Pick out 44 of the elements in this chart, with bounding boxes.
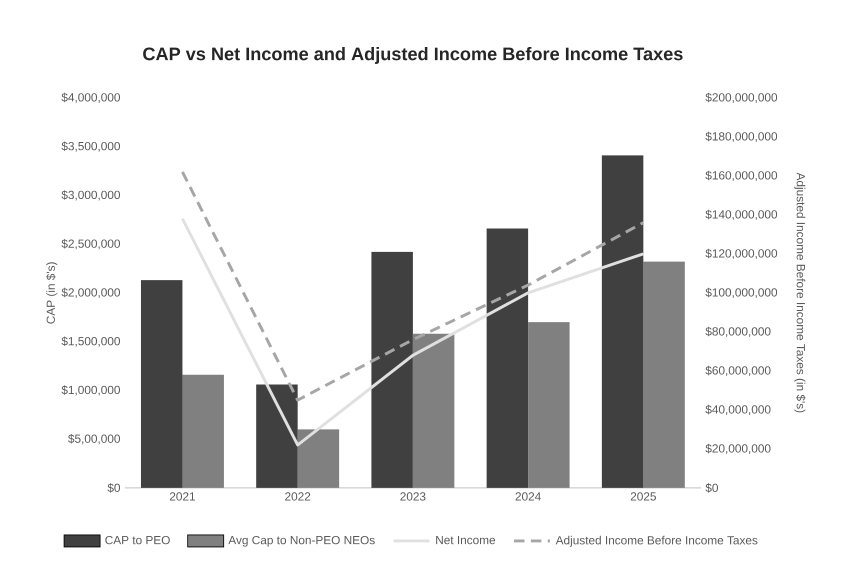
- x-tick-label: 2021: [170, 492, 195, 501]
- y-axis-title: CAP (in $'s): [46, 262, 58, 324]
- y2-tick-label: $160,000,000: [705, 170, 778, 181]
- bar: [528, 322, 570, 488]
- x-tick-label: 2024: [516, 492, 541, 501]
- legend-label: Adjusted Income Before Income Taxes: [556, 536, 758, 547]
- x-tick-label: 2023: [400, 492, 426, 501]
- y2-axis-title: Adjusted Income Before Income Taxes (in $'s): [794, 172, 806, 412]
- y-tick-label: $5,00,000: [68, 434, 120, 444]
- bar: [140, 280, 182, 488]
- line-series: [180, 217, 645, 447]
- bar: [602, 155, 644, 488]
- line-series: [180, 170, 645, 402]
- x-tick-label: 2022: [285, 492, 310, 501]
- y2-tick-label: $180,000,000: [705, 132, 778, 142]
- y2-tick-label: $100,000,000: [705, 288, 778, 298]
- y-tick-label: $3,500,000: [61, 141, 120, 152]
- legend-label: Net Income: [436, 536, 496, 544]
- bar: [412, 334, 454, 488]
- y2-tick-label: $20,000,000: [705, 444, 771, 454]
- y-tick-label: $3,000,000: [61, 190, 120, 201]
- y-tick-label: $0: [107, 483, 120, 493]
- bar: [643, 262, 685, 488]
- y-tick-label: $1,000,000: [61, 385, 120, 396]
- chart-title: CAP vs Net Income and Adjusted Income Before Income Taxes: [143, 47, 683, 64]
- y2-tick-label: $80,000,000: [705, 326, 771, 338]
- legend-label: CAP to PEO: [105, 536, 170, 544]
- bar: [371, 252, 413, 488]
- y2-tick-label: $40,000,000: [705, 404, 771, 416]
- y2-tick-label: $120,000,000: [705, 248, 778, 260]
- y-tick-label: $4,000,000: [61, 92, 120, 103]
- y-tick-label: $2,500,000: [61, 239, 120, 250]
- bar: [486, 228, 528, 488]
- y2-tick-label: $140,000,000: [705, 210, 778, 220]
- y2-tick-label: $60,000,000: [705, 366, 771, 376]
- y2-tick-label: $200,000,000: [705, 92, 778, 103]
- y2-tick-label: $0: [705, 483, 718, 493]
- legend-label: Avg Cap to Non-PEO NEOs: [228, 536, 375, 547]
- bar: [182, 374, 224, 488]
- y-tick-label: $1,500,000: [61, 336, 120, 347]
- y-tick-label: $2,000,000: [61, 288, 120, 298]
- bar: [298, 429, 340, 488]
- x-tick-label: 2025: [630, 492, 656, 501]
- bar: [256, 384, 298, 488]
